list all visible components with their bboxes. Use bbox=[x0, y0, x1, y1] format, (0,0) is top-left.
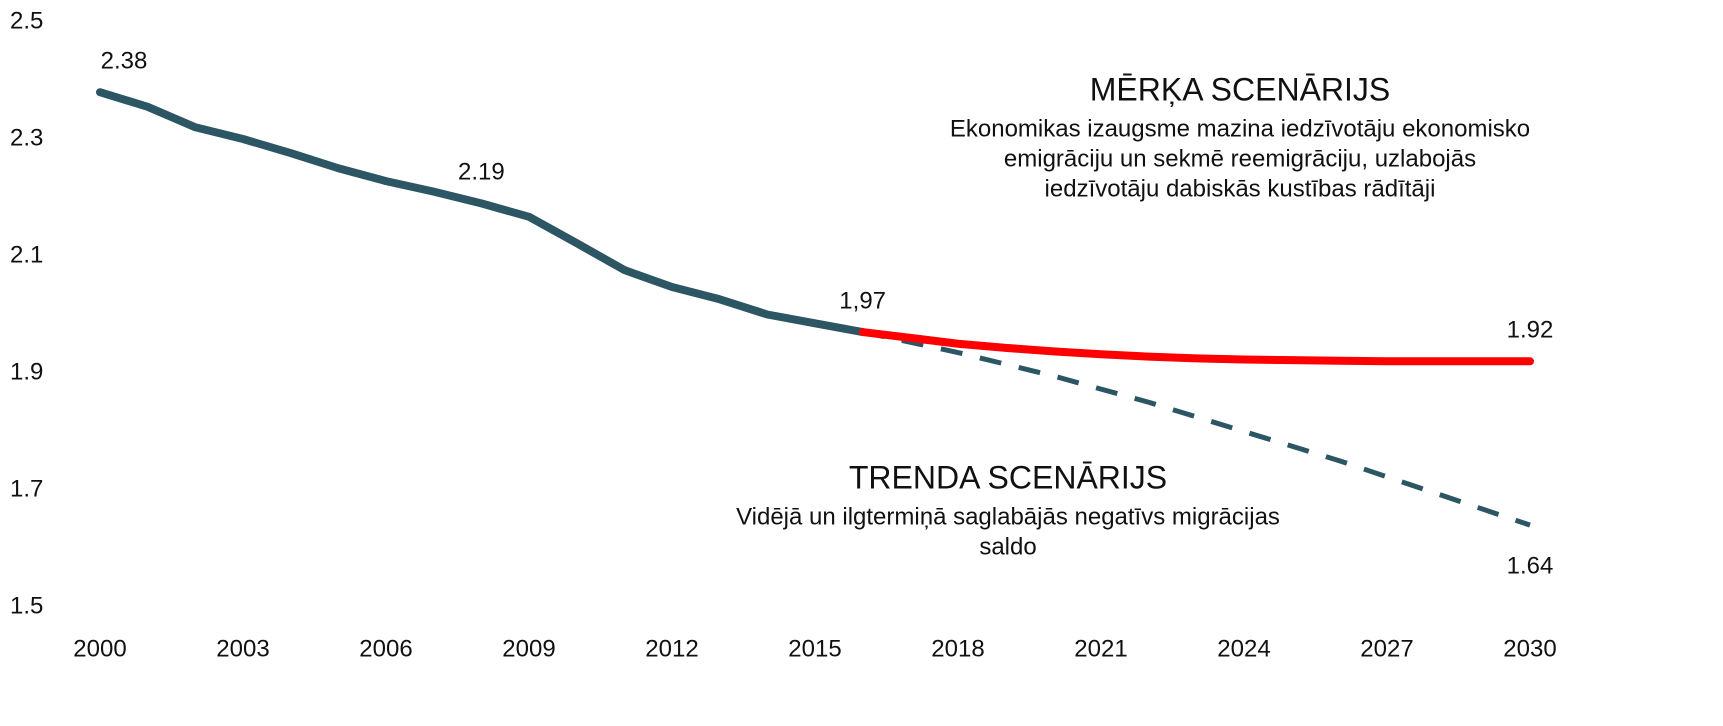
x-tick-label: 2018 bbox=[931, 635, 984, 662]
annotation-text: Ekonomikas izaugsme mazina iedzīvotāju e… bbox=[950, 115, 1530, 142]
x-tick-label: 2021 bbox=[1074, 635, 1127, 662]
y-tick-label: 2.3 bbox=[10, 124, 43, 151]
x-tick-label: 2006 bbox=[359, 635, 412, 662]
y-tick-label: 1.7 bbox=[10, 475, 43, 502]
annotation-title: MĒRĶA SCENĀRIJS bbox=[1090, 71, 1391, 107]
y-tick-label: 1.9 bbox=[10, 358, 43, 385]
series-line bbox=[858, 328, 1534, 366]
annotation-text: Vidējā un ilgtermiņā saglabājās negatīvs… bbox=[736, 503, 1280, 530]
x-tick-label: 2009 bbox=[502, 635, 555, 662]
series-line bbox=[862, 329, 1531, 528]
annotation-text: emigrāciju un sekmē reemigrāciju, uzlabo… bbox=[1004, 145, 1476, 172]
y-tick-label: 2.5 bbox=[10, 7, 43, 34]
x-tick-label: 2000 bbox=[73, 635, 126, 662]
x-tick-label: 2015 bbox=[788, 635, 841, 662]
x-tick-label: 2012 bbox=[645, 635, 698, 662]
y-tick-label: 2.1 bbox=[10, 241, 43, 268]
x-tick-label: 2027 bbox=[1360, 635, 1413, 662]
annotation-text: saldo bbox=[979, 533, 1036, 560]
data-label: 1,97 bbox=[839, 287, 886, 314]
data-label: 1.92 bbox=[1507, 317, 1554, 344]
annotation-title: TRENDA SCENĀRIJS bbox=[849, 459, 1167, 495]
y-tick-label: 1.5 bbox=[10, 592, 43, 619]
x-tick-label: 2030 bbox=[1503, 635, 1556, 662]
series-line bbox=[96, 88, 867, 337]
data-label: 1.64 bbox=[1507, 552, 1554, 579]
data-label: 2.38 bbox=[101, 48, 148, 75]
x-tick-label: 2003 bbox=[216, 635, 269, 662]
x-tick-label: 2024 bbox=[1217, 635, 1270, 662]
annotation-text: iedzīvotāju dabiskās kustības rādītāji bbox=[1045, 175, 1436, 202]
data-label: 2.19 bbox=[458, 159, 505, 186]
